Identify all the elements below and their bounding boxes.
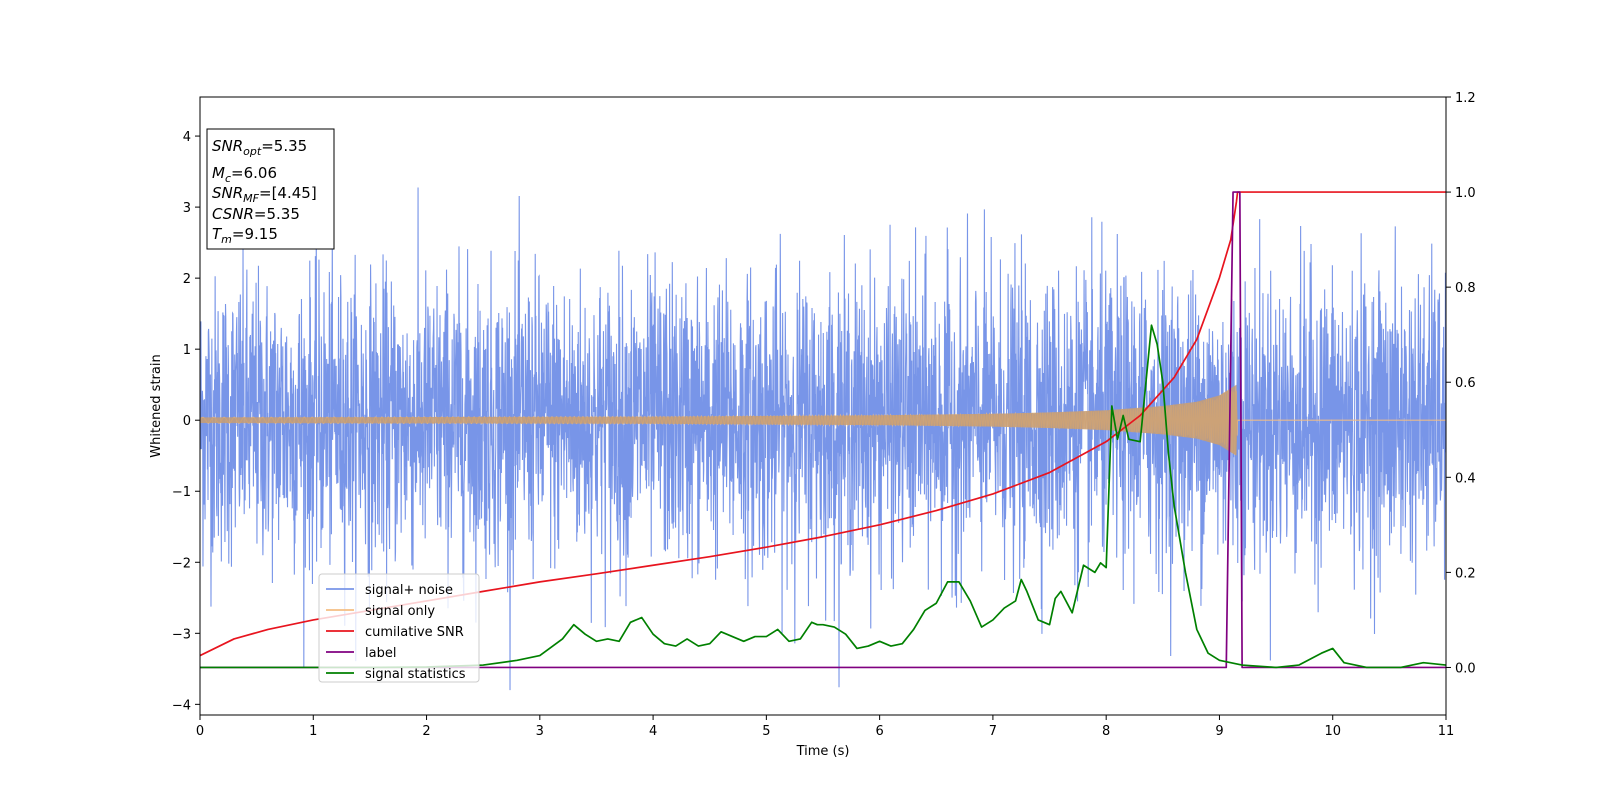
legend-label: label (326, 646, 396, 661)
y2-tick-label: 0.0 (1455, 661, 1476, 676)
x-tick-label: 3 (536, 724, 544, 739)
annotation-tm: Tm=9.15 (212, 225, 278, 246)
y-tick-label: 2 (183, 272, 191, 287)
x-tick: 7 (989, 715, 997, 739)
y-tick-label: 1 (183, 343, 191, 358)
legend-label-text: signal only (365, 604, 435, 619)
y-tick: 3 (183, 201, 200, 216)
x-tick-label: 8 (1102, 724, 1110, 739)
y-axis-title: Whitened strain (149, 354, 164, 457)
legend-signal-only: signal only (326, 604, 435, 619)
y-tick: −3 (172, 627, 200, 642)
x-tick-label: 10 (1324, 724, 1341, 739)
y2-tick-label: 0.8 (1455, 281, 1476, 296)
x-tick: 5 (762, 715, 771, 739)
y2-tick: 1.0 (1446, 186, 1476, 201)
x-axis-title: Time (s) (796, 744, 850, 759)
x-tick: 1 (309, 715, 317, 739)
x-tick: 9 (1215, 715, 1224, 739)
legend-label-text: label (365, 646, 396, 661)
y-tick: 2 (183, 272, 200, 287)
y2-tick: 0.4 (1446, 471, 1476, 486)
legend: signal+ noise signal only cumilative SNR la… (318, 573, 480, 683)
y-tick: 0 (183, 414, 200, 429)
y2-tick: 0.6 (1446, 376, 1476, 391)
y-tick: −1 (172, 485, 200, 500)
y-tick-label: 3 (183, 201, 191, 216)
x-tick-label: 11 (1438, 724, 1455, 739)
legend-cumulative-snr: cumilative SNR (326, 625, 464, 640)
x-tick: 0 (196, 715, 204, 739)
x-tick-label: 2 (422, 724, 430, 739)
x-tick-label: 4 (649, 724, 657, 739)
y-tick: −4 (172, 698, 200, 713)
annotation-snr-opt: SNRopt=5.35 (212, 137, 307, 158)
plot-frame (199, 96, 1447, 716)
x-tick: 10 (1324, 715, 1341, 739)
y-tick: −2 (172, 556, 200, 571)
annotation-csnr: CSNR=5.35 (212, 205, 300, 223)
legend-label-text: signal+ noise (365, 583, 453, 598)
y-tick-label: −4 (172, 698, 191, 713)
x-tick: 2 (422, 715, 431, 739)
x-tick-label: 1 (309, 724, 317, 739)
x-tick-label: 0 (196, 724, 204, 739)
x-tick: 4 (649, 715, 657, 739)
y2-tick: 0.8 (1446, 281, 1476, 296)
series-signal-only-envelope (200, 384, 1446, 456)
y2-tick-label: 0.2 (1455, 566, 1476, 581)
y-tick-label: 4 (183, 130, 191, 145)
legend-label-text: cumilative SNR (365, 625, 464, 640)
series-label-line (200, 191, 1446, 669)
y-tick: 4 (183, 130, 200, 145)
legend-label-text: signal statistics (365, 667, 466, 682)
y-tick: 1 (183, 343, 200, 358)
x-tick: 6 (875, 715, 884, 739)
y2-tick: 0.2 (1446, 566, 1476, 581)
y-tick-label: −3 (172, 627, 191, 642)
annotation-box: SNRopt=5.35 Mc=6.06 SNRMF=[4.45] CSNR=5.… (206, 128, 335, 250)
legend-signal-statistics: signal statistics (326, 667, 466, 682)
annotation-mc: Mc=6.06 (212, 164, 277, 185)
annotation-snr-mf: SNRMF=[4.45] (212, 184, 317, 205)
x-tick-label: 5 (762, 724, 770, 739)
x-tick-label: 7 (989, 724, 997, 739)
y-tick-label: −1 (172, 485, 191, 500)
x-tick: 8 (1102, 715, 1110, 739)
y2-tick-label: 0.6 (1455, 376, 1476, 391)
y2-tick: 1.2 (1446, 91, 1476, 106)
series-signal-noise-line (200, 187, 1446, 691)
y2-tick-label: 1.2 (1455, 91, 1476, 106)
y-tick-label: 0 (183, 414, 191, 429)
y2-tick-label: 0.4 (1455, 471, 1476, 486)
y2-tick: 0.0 (1446, 661, 1476, 676)
x-tick-label: 6 (875, 724, 883, 739)
series-signal-statistics-line (200, 324, 1446, 669)
x-tick: 3 (536, 715, 544, 739)
y2-tick-label: 1.0 (1455, 186, 1476, 201)
legend-signal-noise: signal+ noise (326, 583, 453, 598)
x-tick: 11 (1438, 715, 1455, 739)
x-tick-label: 9 (1215, 724, 1223, 739)
y-tick-label: −2 (172, 556, 191, 571)
